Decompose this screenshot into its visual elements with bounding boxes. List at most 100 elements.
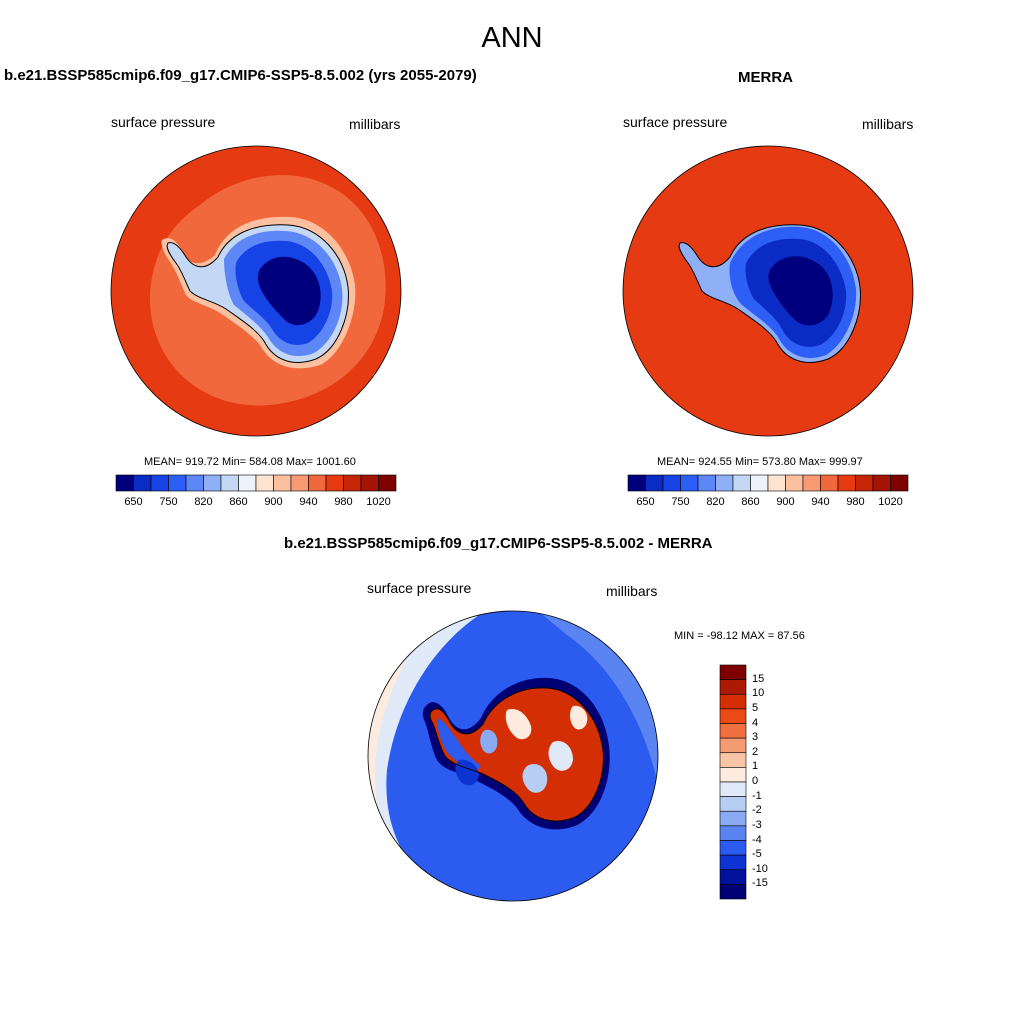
- colorbar-tick-label: 1: [752, 760, 759, 773]
- colorbar-tick-label: 900: [264, 496, 283, 508]
- panel-3-peninsula: [437, 718, 481, 772]
- colorbar-swatch: [719, 664, 747, 680]
- colorbar-swatch: [360, 474, 379, 492]
- colorbar-swatch: [378, 474, 397, 492]
- colorbar-swatch: [290, 474, 309, 492]
- colorbar-swatch: [750, 474, 769, 492]
- panel-3-interior-patch-5: [570, 705, 588, 730]
- colorbar-tick-label: 860: [741, 496, 760, 508]
- colorbar-tick-label: -15: [752, 877, 768, 890]
- colorbar-tick-label: 5: [752, 701, 759, 714]
- panel-3-variable: surface pressure: [367, 580, 472, 596]
- panel-3-coastline: [429, 687, 604, 822]
- panel-3-colorbar-ticks: 15 10 5 4 3 2 1 0 -1 -2 -3 -4 -5 -10 -15: [752, 665, 792, 899]
- colorbar-swatch: [168, 474, 187, 492]
- colorbar-tick-label: 10: [752, 687, 765, 700]
- colorbar-swatch: [719, 854, 747, 871]
- panel-2-map: [622, 145, 914, 437]
- panel-1-plateau-3: [257, 256, 321, 326]
- panel-2-title: MERRA: [738, 69, 793, 86]
- colorbar-swatch: [697, 474, 716, 492]
- colorbar-swatch: [719, 840, 747, 856]
- colorbar-tick-label: 980: [334, 496, 353, 508]
- colorbar-tick-label: 3: [752, 731, 759, 744]
- colorbar-swatch: [680, 474, 699, 492]
- colorbar-tick-label: -1: [752, 789, 762, 802]
- colorbar-swatch: [150, 474, 169, 492]
- colorbar-swatch: [115, 474, 134, 492]
- panel-1-colorbar: [115, 474, 397, 492]
- colorbar-swatch: [627, 474, 646, 492]
- colorbar-swatch: [273, 474, 292, 492]
- panel-2-map-border: [622, 145, 914, 437]
- colorbar-swatch: [662, 474, 681, 492]
- panel-3-interior-patch-1: [505, 708, 532, 740]
- colorbar-tick-label: 1020: [366, 496, 391, 508]
- colorbar-tick-label: 4: [752, 716, 759, 729]
- colorbar-swatch: [732, 474, 751, 492]
- colorbar-tick-label: -5: [752, 848, 762, 861]
- colorbar-swatch: [802, 474, 821, 492]
- colorbar-swatch: [203, 474, 222, 492]
- panel-3-map-border: [367, 610, 659, 902]
- colorbar-tick-label: -4: [752, 833, 762, 846]
- colorbar-tick-label: 15: [752, 672, 765, 685]
- panel-2-units: millibars: [862, 116, 914, 132]
- colorbar-swatch: [238, 474, 257, 492]
- colorbar-swatch: [872, 474, 891, 492]
- panel-2-variable: surface pressure: [623, 114, 728, 130]
- colorbar-swatch: [715, 474, 734, 492]
- colorbar-swatch: [719, 737, 747, 754]
- colorbar-swatch: [855, 474, 874, 492]
- panel-2-colorbar-ticks: 650 750 820 860 900 940 980 1020: [628, 496, 908, 510]
- panel-2-coastline: [678, 224, 861, 363]
- colorbar-tick-label: 650: [124, 496, 143, 508]
- colorbar-swatch: [719, 884, 747, 900]
- colorbar-tick-label: 820: [706, 496, 725, 508]
- colorbar-swatch: [343, 474, 362, 492]
- colorbar-tick-label: 0: [752, 775, 759, 787]
- panel-3-interior-patch-4: [480, 729, 498, 754]
- colorbar-swatch: [785, 474, 804, 492]
- colorbar-swatch: [719, 869, 747, 885]
- panel-2-colorbar: [627, 474, 909, 492]
- colorbar-tick-label: 750: [159, 496, 178, 508]
- panel-3-colorbar: [719, 664, 747, 900]
- colorbar-tick-label: 940: [299, 496, 318, 508]
- colorbar-swatch: [719, 781, 747, 797]
- colorbar-swatch: [719, 796, 747, 812]
- panel-1-map-border: [110, 145, 402, 437]
- colorbar-swatch: [719, 825, 747, 841]
- panel-1-coastline: [166, 224, 349, 363]
- colorbar-swatch: [719, 810, 747, 827]
- panel-3-west-band: [368, 611, 487, 901]
- panel-1-variable: surface pressure: [111, 114, 216, 130]
- colorbar-swatch: [719, 679, 747, 695]
- colorbar-swatch: [133, 474, 152, 492]
- colorbar-swatch: [767, 474, 786, 492]
- colorbar-swatch: [719, 693, 747, 710]
- colorbar-swatch: [890, 474, 909, 492]
- panel-3-interior-patch-2: [548, 740, 573, 771]
- colorbar-tick-label: -2: [752, 804, 762, 817]
- panel-1-title: b.e21.BSSP585cmip6.f09_g17.CMIP6-SSP5-8.…: [4, 67, 477, 84]
- colorbar-swatch: [719, 752, 747, 768]
- panel-1-colorbar-ticks: 650 750 820 860 900 940 980 1020: [116, 496, 396, 510]
- colorbar-swatch: [837, 474, 856, 492]
- panel-3-stats: MIN = -98.12 MAX = 87.56: [674, 630, 805, 642]
- panel-2-plateau-3: [768, 256, 833, 326]
- colorbar-swatch: [325, 474, 344, 492]
- colorbar-swatch: [820, 474, 839, 492]
- colorbar-tick-label: -3: [752, 818, 762, 831]
- colorbar-tick-label: -10: [752, 862, 768, 875]
- main-title: ANN: [481, 22, 543, 54]
- panel-3-landmass: [430, 687, 604, 822]
- panel-3-title: b.e21.BSSP585cmip6.f09_g17.CMIP6-SSP5-8.…: [284, 535, 713, 552]
- colorbar-swatch: [719, 708, 747, 724]
- panel-3-interior-patch-3: [522, 763, 548, 793]
- colorbar-tick-label: 1020: [878, 496, 903, 508]
- colorbar-tick-label: 980: [846, 496, 865, 508]
- colorbar-tick-label: 750: [671, 496, 690, 508]
- panel-1-units: millibars: [349, 116, 401, 132]
- colorbar-swatch: [719, 767, 747, 783]
